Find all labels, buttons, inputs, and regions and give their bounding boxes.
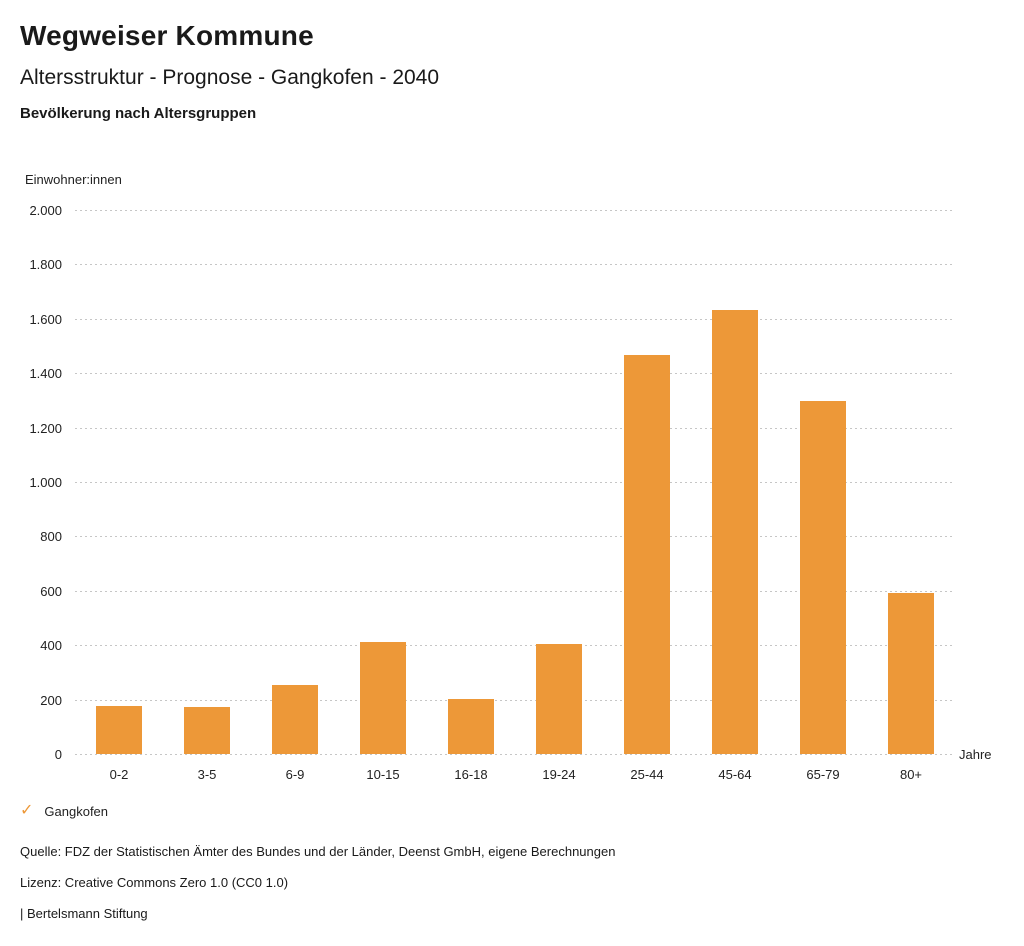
gridline <box>75 754 955 755</box>
x-tick-label: 16-18 <box>454 767 488 782</box>
y-tick-label: 800 <box>40 529 62 545</box>
legend-label: Gangkofen <box>44 803 109 819</box>
y-tick-label: 1.600 <box>29 311 62 327</box>
y-tick-label: 2.000 <box>29 203 62 218</box>
gridline <box>75 645 955 647</box>
x-axis-label: Jahre <box>959 747 992 762</box>
gridline <box>75 427 955 429</box>
y-tick-label: 1.800 <box>29 257 62 273</box>
license-text: Lizenz: Creative Commons Zero 1.0 (CC0 1… <box>20 875 289 890</box>
y-tick-label: 600 <box>40 583 62 599</box>
bar[interactable] <box>272 685 318 754</box>
source-text: Quelle: FDZ der Statistischen Ämter des … <box>20 844 616 859</box>
y-tick-label: 400 <box>40 638 62 654</box>
chart-subtitle: Altersstruktur - Prognose - Gangkofen - … <box>20 66 440 89</box>
gridline <box>75 318 955 320</box>
x-tick-label: 65-79 <box>806 767 840 782</box>
gridline <box>75 482 955 483</box>
gridline <box>75 210 955 211</box>
attribution-text: | Bertelsmann Stiftung <box>20 906 148 921</box>
y-tick-label: 1.000 <box>29 475 62 490</box>
gridline <box>75 264 955 266</box>
bar[interactable] <box>184 706 230 754</box>
x-tick-label: 0-2 <box>109 767 129 782</box>
bar[interactable] <box>96 706 142 754</box>
bar[interactable] <box>360 641 406 754</box>
legend-item-gangkofen[interactable]: ✓ Gangkofen <box>20 803 108 819</box>
y-tick-label: 1.400 <box>29 366 62 382</box>
gridline <box>75 373 955 375</box>
gridline <box>75 699 955 701</box>
x-tick-label: 3-5 <box>197 767 217 782</box>
y-tick-label: 200 <box>40 692 62 708</box>
bar[interactable] <box>712 309 758 754</box>
bar[interactable] <box>536 643 582 754</box>
y-tick-label: 0 <box>54 747 62 762</box>
y-tick-label: 1.200 <box>29 420 62 436</box>
bar[interactable] <box>888 592 934 754</box>
x-tick-label: 19-24 <box>542 767 576 782</box>
gridline <box>75 536 955 538</box>
check-icon: ✓ <box>20 802 34 819</box>
x-tick-label: 6-9 <box>285 767 305 782</box>
y-axis-label: Einwohner:innen <box>25 172 122 187</box>
chart-heading: Bevölkerung nach Altersgruppen <box>20 105 257 122</box>
page-title: Wegweiser Kommune <box>20 20 314 51</box>
bar[interactable] <box>800 400 846 754</box>
x-tick-label: 25-44 <box>630 767 664 782</box>
x-tick-label: 80+ <box>899 767 923 782</box>
bar[interactable] <box>624 355 670 754</box>
gridline <box>75 590 955 592</box>
bar[interactable] <box>448 698 494 754</box>
x-tick-label: 45-64 <box>718 767 752 782</box>
x-tick-label: 10-15 <box>366 767 400 782</box>
